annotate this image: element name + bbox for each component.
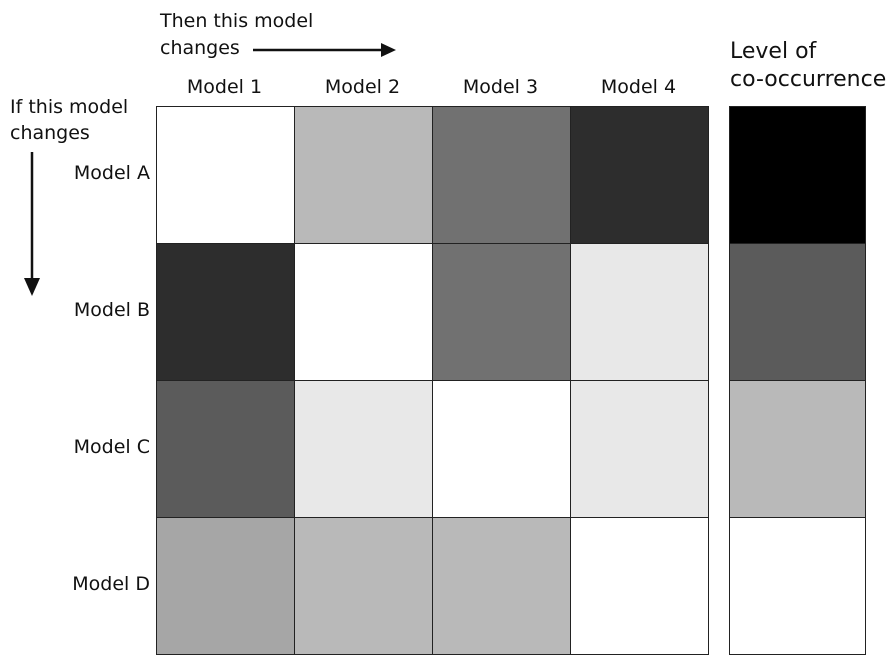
- column-header-model-1: Model 1: [186, 76, 263, 98]
- matrix-cell-r2-c1: [156, 243, 295, 381]
- row-header-model-b: Model B: [73, 299, 150, 321]
- matrix-cell-r4-c2: [294, 517, 433, 655]
- column-header-model-2: Model 2: [324, 76, 401, 98]
- matrix-cell-r3-c3: [432, 380, 571, 518]
- matrix-cell-r2-c2: [294, 243, 433, 381]
- row-header-model-a: Model A: [73, 162, 150, 184]
- legend-title-line1: Level of: [730, 39, 817, 64]
- matrix-cell-r3-c2: [294, 380, 433, 518]
- legend-swatch-4: [729, 517, 866, 655]
- column-header-model-4: Model 4: [600, 76, 677, 98]
- right-arrow-icon: [253, 43, 396, 57]
- legend-scale: [729, 106, 866, 655]
- matrix-cell-r3-c1: [156, 380, 295, 518]
- matrix-cell-r2-c4: [570, 243, 709, 381]
- row-header-model-c: Model C: [73, 436, 150, 458]
- matrix-cell-r1-c1: [156, 106, 295, 244]
- column-axis-label-line2: changes: [160, 37, 240, 59]
- legend-title-line2: co-occurrence: [730, 67, 887, 92]
- matrix-cell-r1-c4: [570, 106, 709, 244]
- matrix-cell-r3-c4: [570, 380, 709, 518]
- row-axis-label-line1: If this model: [10, 96, 129, 118]
- row-axis-label-line2: changes: [10, 122, 90, 144]
- down-arrow-icon: [24, 152, 40, 296]
- row-header-model-d: Model D: [72, 573, 150, 595]
- matrix-cell-r1-c3: [432, 106, 571, 244]
- matrix-cell-r2-c3: [432, 243, 571, 381]
- matrix-cell-r4-c3: [432, 517, 571, 655]
- legend-swatch-2: [729, 243, 866, 381]
- legend-swatch-1: [729, 106, 866, 244]
- co-occurrence-matrix: [156, 106, 709, 655]
- matrix-cell-r4-c1: [156, 517, 295, 655]
- column-axis-label-line1: Then this model: [160, 10, 314, 32]
- legend-swatch-3: [729, 380, 866, 518]
- matrix-cell-r1-c2: [294, 106, 433, 244]
- matrix-cell-r4-c4: [570, 517, 709, 655]
- column-header-model-3: Model 3: [462, 76, 539, 98]
